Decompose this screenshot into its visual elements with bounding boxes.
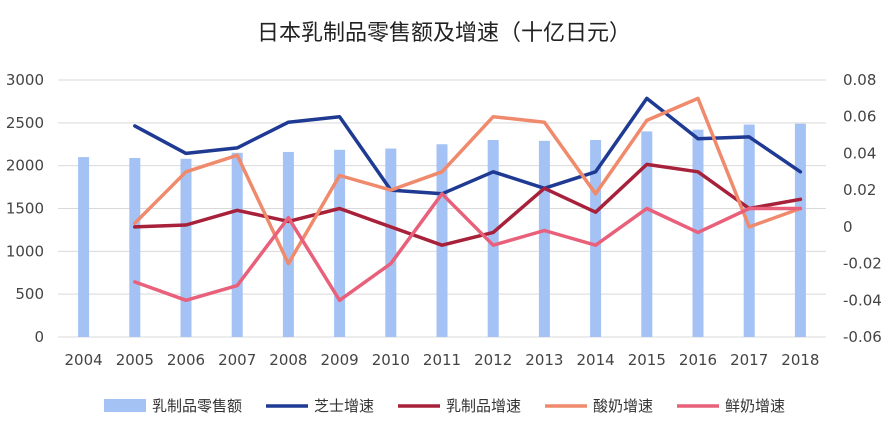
left-tick-label: 2000	[6, 157, 44, 175]
right-tick-label: 0.04	[843, 144, 876, 162]
left-tick-label: 1500	[6, 200, 44, 218]
legend-item: 乳制品增速	[398, 397, 521, 415]
series-line	[133, 96, 803, 196]
x-tick-label: 2004	[65, 351, 103, 369]
x-tick-label: 2016	[679, 351, 717, 369]
x-tick-label: 2008	[269, 351, 307, 369]
right-tick-label: 0.02	[843, 181, 876, 199]
series-line	[133, 96, 803, 266]
bar	[487, 139, 499, 337]
bar	[334, 149, 346, 337]
legend-label: 乳制品零售额	[152, 397, 242, 415]
left-tick-label: 0	[34, 328, 44, 346]
bar	[180, 158, 192, 337]
x-tick-label: 2005	[116, 351, 154, 369]
x-tick-label: 2012	[474, 351, 512, 369]
line-layer	[133, 96, 803, 303]
left-tick-label: 1000	[6, 242, 44, 260]
bar	[129, 157, 141, 337]
right-tick-label: 0	[843, 218, 853, 236]
legend-item: 酸奶增速	[545, 397, 653, 415]
bar	[282, 151, 294, 337]
x-tick-label: 2009	[321, 351, 359, 369]
legend-label: 芝士增速	[314, 397, 374, 415]
bar	[436, 144, 448, 337]
right-tick-label: -0.06	[843, 328, 882, 346]
legend-item: 芝士增速	[266, 397, 374, 415]
x-tick-label: 2010	[372, 351, 410, 369]
right-tick-label: -0.02	[843, 255, 882, 273]
bar	[743, 124, 755, 338]
x-tick-label: 2011	[423, 351, 461, 369]
bar	[385, 148, 397, 337]
bar	[794, 123, 806, 337]
x-tick-label: 2013	[525, 351, 563, 369]
right-tick-label: 0.08	[843, 71, 876, 89]
left-axis: 0 500 1000 1500 2000 2500 3000	[6, 71, 44, 346]
legend-swatch	[104, 399, 146, 412]
bar	[231, 152, 243, 337]
left-tick-label: 2500	[6, 114, 44, 132]
right-axis: -0.06 -0.04 -0.02 0 0.02 0.04 0.06 0.08	[843, 71, 882, 346]
bar	[590, 139, 602, 337]
bar	[641, 131, 653, 337]
legend-label: 鲜奶增速	[725, 397, 785, 415]
chart-title: 日本乳制品零售额及增速（十亿日元）	[257, 21, 631, 46]
right-tick-label: -0.04	[843, 291, 882, 309]
bar	[78, 157, 90, 337]
x-tick-label: 2006	[167, 351, 205, 369]
legend: 乳制品零售额 芝士增速 乳制品增速 酸奶增速 鲜奶增速	[104, 397, 785, 415]
x-tick-label: 2018	[781, 351, 819, 369]
bar	[538, 140, 550, 337]
legend-item: 乳制品零售额	[104, 397, 242, 415]
x-tick-label: 2015	[628, 351, 666, 369]
legend-label: 酸奶增速	[593, 397, 653, 415]
x-tick-label: 2014	[577, 351, 615, 369]
x-tick-label: 2017	[730, 351, 768, 369]
x-axis: 2004 2005 2006 2007 2008 2009 2010 2011 2012 2013…	[65, 351, 820, 369]
right-tick-label: 0.06	[843, 108, 876, 126]
left-tick-label: 3000	[6, 71, 44, 89]
legend-item: 鲜奶增速	[677, 397, 785, 415]
x-tick-label: 2007	[218, 351, 256, 369]
series-line	[133, 192, 803, 303]
left-tick-label: 500	[15, 285, 44, 303]
legend-label: 乳制品增速	[446, 397, 521, 415]
series-line	[133, 162, 803, 247]
